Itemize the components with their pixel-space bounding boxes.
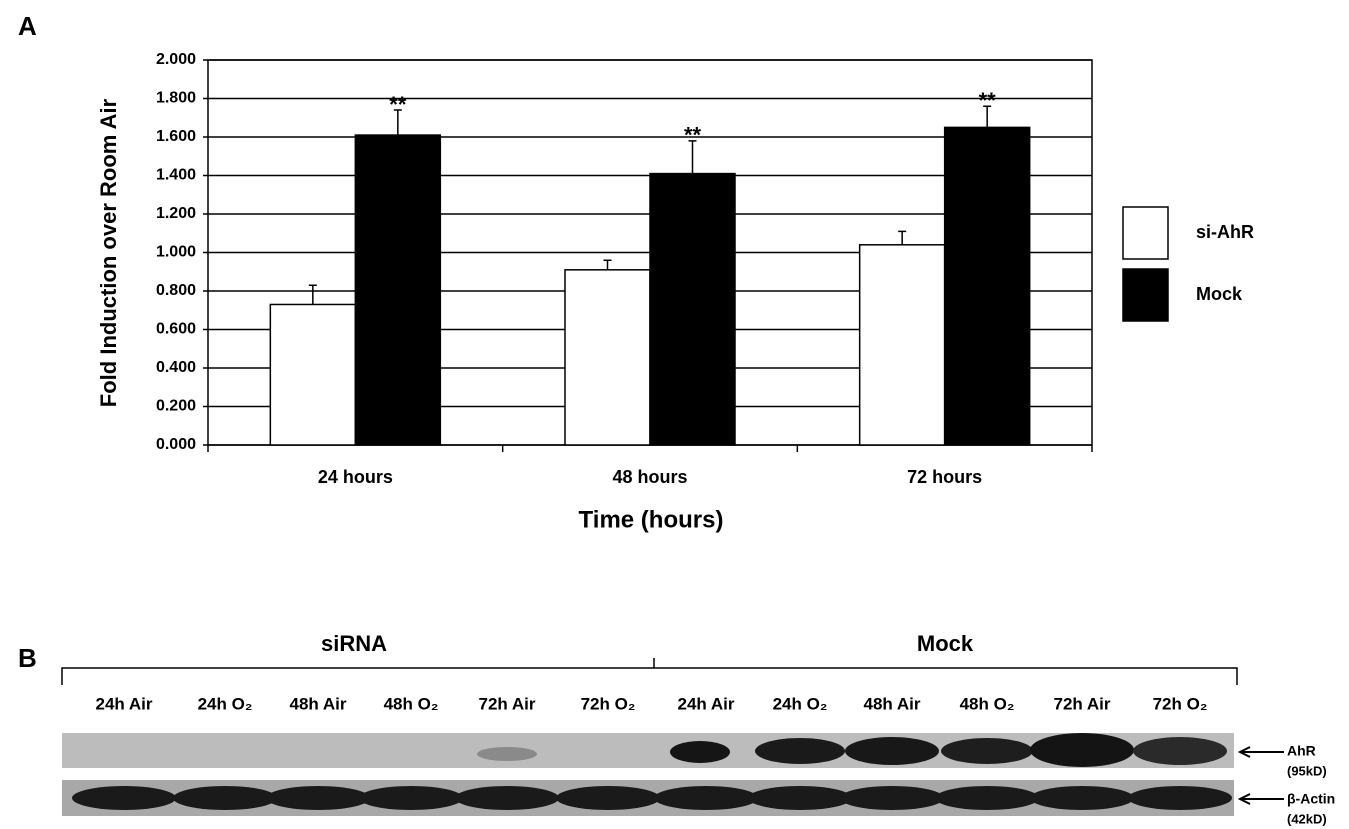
bar — [270, 304, 355, 445]
row-label: AhR — [1287, 743, 1316, 759]
figure: A B Time (hours) Fold Induction over Roo… — [0, 0, 1349, 829]
y-tick-label: 0.400 — [156, 359, 196, 376]
bar — [355, 135, 440, 445]
lane-label: 72h Air — [478, 694, 535, 713]
legend-swatch — [1123, 207, 1168, 259]
y-axis-label: Fold Induction over Room Air — [96, 98, 121, 407]
y-tick-label: 1.200 — [156, 205, 196, 222]
y-tick-label: 0.600 — [156, 321, 196, 338]
lane-label: 48h Air — [289, 694, 346, 713]
blot-band — [941, 738, 1033, 764]
panel-label: B — [18, 643, 37, 673]
blot-band — [654, 786, 758, 810]
lane-label: 24h O₂ — [773, 694, 828, 713]
group-label: Mock — [917, 631, 974, 656]
annotation: ** — [389, 92, 407, 117]
error-bar — [604, 260, 612, 270]
blot-band — [477, 747, 537, 761]
blot-band — [72, 786, 176, 810]
y-tick-label: 0.800 — [156, 282, 196, 299]
group-label: siRNA — [321, 631, 387, 656]
blot-band — [1030, 786, 1134, 810]
row-label: β-Actin — [1287, 791, 1335, 807]
lane-label: 72h Air — [1053, 694, 1110, 713]
blot-band — [1133, 737, 1227, 765]
blot-band — [840, 786, 944, 810]
arrow — [1240, 747, 1284, 804]
lane-label: 24h O₂ — [198, 694, 253, 713]
blot-band — [359, 786, 463, 810]
lane-label: 48h O₂ — [960, 694, 1015, 713]
blot-band — [935, 786, 1039, 810]
y-tick-label: 1.800 — [156, 90, 196, 107]
error-bar — [898, 231, 906, 244]
error-bar — [309, 285, 317, 304]
lane-label: 24h Air — [677, 694, 734, 713]
y-tick-label: 1.400 — [156, 167, 196, 184]
row-size: (42kD) — [1287, 811, 1327, 826]
panel-label: A — [18, 11, 37, 41]
blot-band — [670, 741, 730, 763]
lane-label: 48h Air — [863, 694, 920, 713]
blot-band — [748, 786, 852, 810]
row-size: (95kD) — [1287, 763, 1327, 778]
y-tick-label: 2.000 — [156, 51, 196, 68]
y-tick-label: 1.000 — [156, 244, 196, 261]
x-axis-label: Time (hours) — [579, 506, 724, 533]
y-tick-label: 0.200 — [156, 398, 196, 415]
annotation: ** — [979, 88, 997, 113]
blot-band — [1128, 786, 1232, 810]
lane-label: 24h Air — [95, 694, 152, 713]
annotation: ** — [684, 123, 702, 148]
x-tick-label: 24 hours — [318, 467, 393, 487]
lane-label: 72h O₂ — [581, 694, 636, 713]
bar — [650, 174, 735, 445]
y-tick-label: 0.000 — [156, 436, 196, 453]
bar — [945, 127, 1030, 445]
blot: siRNA Mock AhR (95kD) β-Actin (42kD) — [62, 631, 1335, 827]
lane-label: 48h O₂ — [384, 694, 439, 713]
blot-band — [845, 737, 939, 765]
bar — [565, 270, 650, 445]
blot-band — [455, 786, 559, 810]
blot-band — [266, 786, 370, 810]
bar — [860, 245, 945, 445]
x-tick-label: 72 hours — [907, 467, 982, 487]
y-tick-label: 1.600 — [156, 128, 196, 145]
blot-band — [755, 738, 845, 764]
lane-label: 72h O₂ — [1153, 694, 1208, 713]
x-tick-label: 48 hours — [612, 467, 687, 487]
blot-band — [173, 786, 277, 810]
blot-band — [556, 786, 660, 810]
bracket — [62, 658, 1237, 685]
blot-band — [1030, 733, 1134, 767]
legend-swatch — [1123, 269, 1168, 321]
legend-label: si-AhR — [1196, 222, 1254, 242]
legend-label: Mock — [1196, 284, 1243, 304]
